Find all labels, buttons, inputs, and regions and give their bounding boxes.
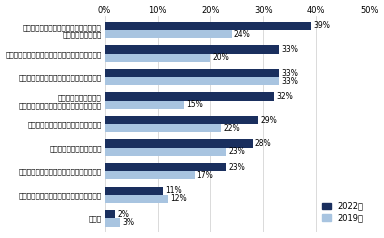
Bar: [104, 218, 121, 227]
Bar: [104, 148, 226, 156]
Bar: [104, 92, 274, 101]
Bar: [104, 139, 253, 148]
Text: 23%: 23%: [228, 163, 245, 172]
Bar: [104, 30, 232, 38]
Bar: [104, 195, 168, 203]
Bar: [104, 77, 279, 85]
Bar: [104, 22, 311, 30]
Bar: [104, 101, 184, 109]
Bar: [104, 210, 115, 218]
Text: 12%: 12%: [170, 194, 187, 203]
Text: 20%: 20%: [213, 53, 229, 62]
Text: 24%: 24%: [234, 30, 250, 39]
Text: 17%: 17%: [197, 171, 214, 180]
Text: 32%: 32%: [276, 92, 293, 101]
Text: 15%: 15%: [186, 100, 203, 109]
Text: 33%: 33%: [281, 45, 298, 54]
Text: 33%: 33%: [281, 77, 298, 86]
Text: 3%: 3%: [122, 218, 134, 227]
Text: 22%: 22%: [223, 124, 240, 133]
Bar: [104, 171, 195, 179]
Text: 29%: 29%: [260, 116, 277, 124]
Bar: [104, 116, 258, 124]
Bar: [104, 124, 221, 132]
Text: 2%: 2%: [117, 210, 129, 219]
Bar: [104, 163, 226, 171]
Text: 28%: 28%: [255, 139, 271, 148]
Text: 39%: 39%: [313, 21, 330, 30]
Bar: [104, 45, 279, 54]
Bar: [104, 54, 210, 62]
Bar: [104, 69, 279, 77]
Legend: 2022年, 2019年: 2022年, 2019年: [321, 200, 365, 224]
Bar: [104, 187, 163, 195]
Text: 33%: 33%: [281, 69, 298, 78]
Text: 11%: 11%: [165, 186, 182, 195]
Text: 23%: 23%: [228, 147, 245, 156]
